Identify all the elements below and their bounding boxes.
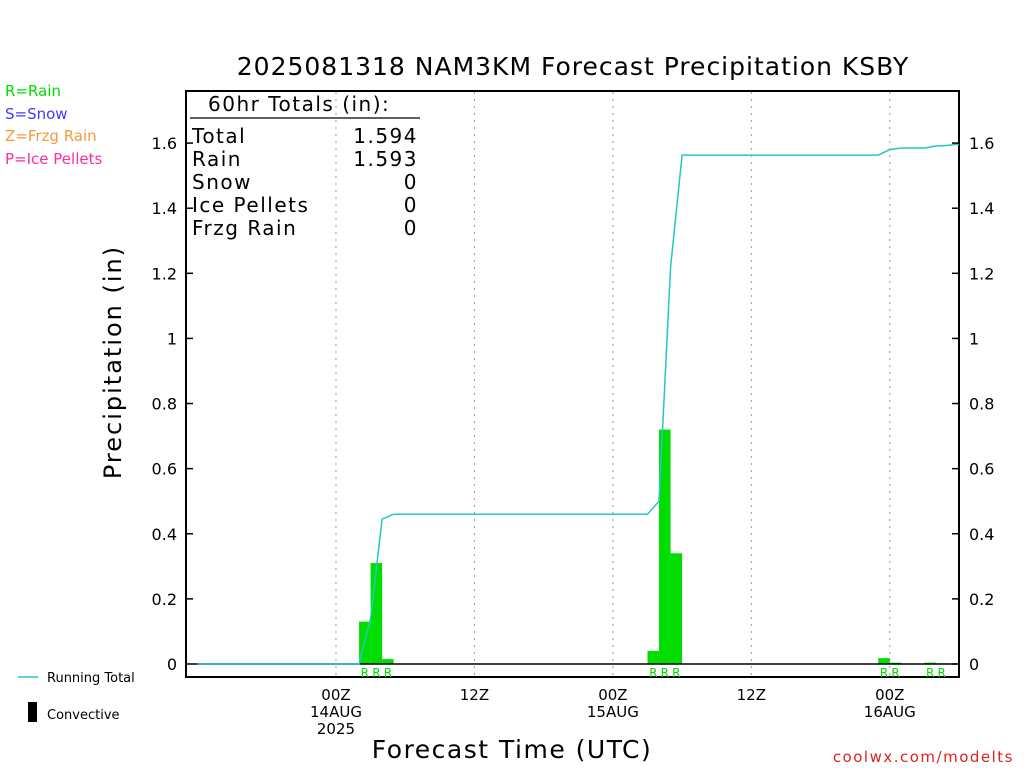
y-axis-left: 0 0.2 0.4 0.6 0.8 1 1.2 1.4 1.6 [152,134,193,674]
x-tick-label: 15AUG [587,703,639,721]
y-axis-right: 0 0.2 0.4 0.6 0.8 1 1.2 1.4 1.6 [952,134,994,674]
x-tick-label: 12Z [460,686,489,704]
y-tick-label-left: 0 [167,655,177,674]
rain-bar [670,553,683,664]
type-legend: R=Rain S=Snow Z=Frzg Rain P=Ice Pellets [5,82,102,168]
totals-label-total: Total [191,124,246,148]
x-tick-label: 14AUG [310,703,362,721]
watermark: coolwx.com/modelts [833,748,1014,766]
y-tick-label-left: 0.8 [152,395,177,414]
totals-label-frzg: Frzg Rain [192,216,297,240]
totals-value-frzg: 0 [404,216,418,240]
y-tick-label-left: 1.6 [152,134,177,153]
totals-heading: 60hr Totals (in): [208,92,390,116]
y-tick-label-left: 1 [167,329,177,348]
type-letter: R [926,666,934,680]
type-letter: R [372,666,380,680]
running-total-line [197,143,960,665]
rain-bar [370,563,383,664]
type-letter: R [891,666,899,680]
type-letter: R [361,666,369,680]
type-letter: R [938,666,946,680]
rain-bar [878,658,890,664]
rain-bar [647,650,660,664]
chart-title: 2025081318 NAM3KM Forecast Precipitation… [237,52,909,81]
totals-label-rain: Rain [192,147,242,171]
y-tick-label-right: 1 [969,329,979,348]
type-letter: R [649,666,657,680]
x-tick-label: 12Z [737,686,766,704]
totals-label-snow: Snow [192,170,252,194]
y-tick-label-left: 0.2 [152,590,177,609]
y-tick-label-left: 1.2 [152,264,177,283]
x-tick-label: 00Z [875,686,904,704]
legend-running-total: Running Total [47,671,135,686]
rain-bar [382,659,394,664]
bars [359,429,948,664]
y-axis-label: Precipitation (in) [99,245,127,479]
totals-value-total: 1.594 [353,124,418,148]
y-tick-label-right: 0 [969,655,979,674]
y-tick-label-right: 0.4 [969,525,994,544]
legend-snow: S=Snow [5,105,68,123]
legend-ice: P=Ice Pellets [5,150,102,168]
x-tick-label: 00Z [598,686,627,704]
totals-value-snow: 0 [404,170,418,194]
type-letter: R [880,666,888,680]
y-tick-label-right: 0.2 [969,590,994,609]
y-tick-label-right: 1.4 [969,199,994,218]
totals-value-rain: 1.593 [353,147,418,171]
plot-frame [185,90,960,678]
type-letter: R [672,666,680,680]
convective-swatch [28,702,37,722]
legend-frzg: Z=Frzg Rain [5,127,97,145]
type-letter: R [384,666,392,680]
y-tick-label-right: 1.6 [969,134,994,153]
running-total-layer [197,143,960,665]
totals-box: 60hr Totals (in): Total 1.594 Rain 1.593… [190,92,420,240]
x-tick-label: 00Z [321,686,350,704]
y-tick-label-left: 0.4 [152,525,177,544]
totals-label-ice: Ice Pellets [192,193,309,217]
gridlines [335,92,891,676]
totals-value-ice: 0 [404,193,418,217]
y-tick-label-left: 1.4 [152,199,177,218]
legend-convective: Convective [47,708,120,723]
legend-rain: R=Rain [5,82,61,100]
y-tick-label-left: 0.6 [152,460,177,479]
rain-bar [659,429,671,664]
y-tick-label-right: 1.2 [969,264,994,283]
x-tick-label: 2025 [317,720,355,738]
line-legend: Running Total Convective [18,671,135,723]
x-axis-label: Forecast Time (UTC) [372,735,652,764]
y-tick-label-right: 0.8 [969,395,994,414]
y-tick-label-right: 0.6 [969,460,994,479]
type-letter: R [661,666,669,680]
x-tick-label: 16AUG [864,703,916,721]
